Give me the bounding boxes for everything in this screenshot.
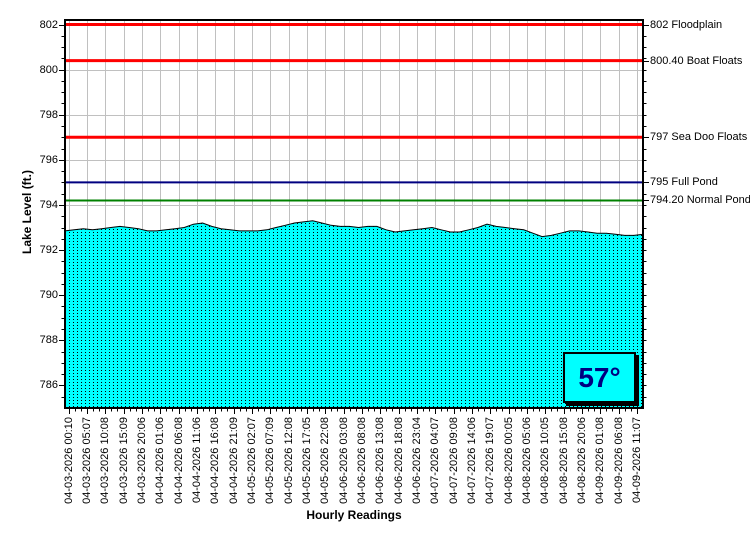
y-tick-label: 788	[39, 334, 58, 347]
x-tick-label: 04-04-2026 01:06	[154, 417, 167, 504]
reference-lines	[65, 23, 643, 202]
x-tick-label: 04-06-2026 08:08	[355, 417, 368, 504]
x-tick-label: 04-05-2026 17:05	[300, 417, 313, 504]
y-tick-label: 790	[39, 289, 58, 302]
x-tick-label: 04-04-2026 11:06	[190, 417, 203, 504]
y-tick-label: 792	[39, 244, 58, 257]
y-tick-label: 786	[39, 379, 58, 392]
x-tick-label: 04-06-2026 13:08	[374, 417, 387, 504]
x-tick-label: 04-05-2026 22:08	[319, 417, 332, 504]
x-tick-label: 04-06-2026 18:08	[392, 417, 405, 504]
y-tick-label: 798	[39, 108, 58, 121]
x-tick-label: 04-05-2026 07:09	[264, 417, 277, 504]
x-tick-label: 04-07-2026 09:08	[447, 417, 460, 504]
x-tick-label: 04-03-2026 20:06	[135, 417, 148, 504]
x-axis-title: Hourly Readings	[306, 508, 402, 522]
x-tick-label: 04-03-2026 10:08	[99, 417, 112, 504]
x-tick-label: 04-09-2026 06:08	[612, 417, 625, 504]
x-tick-label: 04-03-2026 00:10	[62, 417, 75, 504]
x-tick-label: 04-08-2026 15:08	[557, 417, 570, 504]
x-tick-label: 04-08-2026 10:05	[539, 417, 552, 504]
reference-label-794-20-normal-pond: 794.20 Normal Pond	[650, 194, 750, 207]
reference-label-795-full-pond: 795 Full Pond	[650, 176, 718, 189]
x-tick-label: 04-05-2026 02:07	[245, 417, 258, 504]
x-tick-label: 04-08-2026 20:06	[575, 417, 588, 504]
x-tick-label: 04-08-2026 00:05	[502, 417, 515, 504]
y-tick-label: 800	[39, 63, 58, 76]
x-tick-label: 04-07-2026 14:06	[465, 417, 478, 504]
reference-label-797-sea-doo-floats: 797 Sea Doo Floats	[650, 131, 748, 144]
x-tick-label: 04-03-2026 05:07	[80, 417, 93, 504]
y-tick-label: 802	[39, 18, 58, 31]
axis-ticks	[59, 25, 649, 414]
reference-label-802-floodplain: 802 Floodplain	[650, 18, 723, 31]
x-tick-label: 04-04-2026 06:08	[172, 417, 185, 504]
x-tick-label: 04-07-2026 04:07	[429, 417, 442, 504]
temperature-value: 57°	[578, 361, 621, 393]
x-tick-label: 04-08-2026 05:06	[520, 417, 533, 504]
x-tick-label: 04-04-2026 16:08	[209, 417, 222, 504]
x-tick-label: 04-03-2026 15:09	[117, 417, 130, 504]
x-tick-label: 04-06-2026 23:04	[410, 417, 423, 504]
lake-level-area-series	[64, 220, 644, 409]
y-tick-label: 794	[39, 198, 58, 211]
y-axis-title: Lake Level (ft.)	[20, 169, 34, 255]
reference-label-800-40-boat-floats: 800.40 Boat Floats	[650, 54, 743, 67]
x-tick-label: 04-05-2026 12:08	[282, 417, 295, 504]
x-tick-label: 04-06-2026 03:08	[337, 417, 350, 504]
x-tick-label: 04-09-2026 01:08	[594, 417, 607, 504]
x-tick-label: 04-07-2026 19:07	[484, 417, 497, 504]
plot-border	[64, 19, 644, 409]
x-tick-label: 04-09-2026 11:07	[630, 417, 643, 504]
temperature-badge: 57°	[563, 352, 636, 403]
x-tick-label: 04-04-2026 21:09	[227, 417, 240, 504]
y-tick-label: 796	[39, 153, 58, 166]
